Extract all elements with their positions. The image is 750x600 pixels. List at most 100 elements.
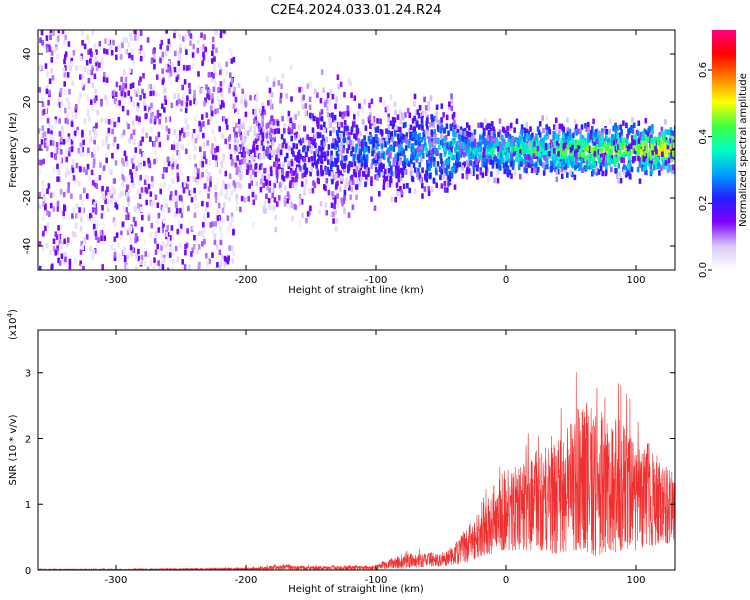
heatmap-cell (230, 160, 234, 167)
heatmap-cell (339, 81, 343, 88)
heatmap-cell (52, 137, 55, 143)
heatmap-cell (376, 153, 379, 160)
heatmap-cell (59, 149, 63, 155)
heatmap-cell (186, 184, 190, 190)
heatmap-cell (516, 152, 519, 158)
heatmap-cell (393, 158, 397, 164)
heatmap-cell (261, 114, 264, 121)
heatmap-cell (617, 144, 620, 150)
heatmap-cell (581, 151, 584, 158)
heatmap-cell (177, 98, 181, 105)
heatmap-cell (146, 175, 149, 182)
heatmap-cell (339, 170, 342, 176)
heatmap-cell (186, 124, 190, 130)
heatmap-cell (83, 118, 87, 124)
heatmap-cell (418, 132, 421, 139)
heatmap-cell (60, 253, 64, 259)
heatmap-cell (542, 170, 546, 176)
heatmap-cell (351, 179, 355, 185)
heatmap-cell (192, 176, 195, 182)
heatmap-cell (89, 246, 92, 252)
heatmap-cell (221, 100, 224, 106)
heatmap-cell (189, 40, 192, 46)
heatmap-cell (424, 173, 427, 180)
heatmap-cell (671, 156, 674, 163)
heatmap-cell (610, 135, 614, 142)
heatmap-cell (167, 60, 171, 66)
snr-background (38, 330, 675, 570)
heatmap-cell (644, 160, 648, 166)
heatmap-cell (350, 150, 353, 157)
heatmap-cell (454, 147, 457, 153)
heatmap-cell (243, 151, 246, 157)
heatmap-cell (530, 148, 534, 155)
heatmap-cell (642, 135, 645, 141)
heatmap-cell (67, 41, 71, 47)
heatmap-cell (445, 142, 449, 149)
heatmap-cell (519, 144, 523, 150)
heatmap-cell (518, 135, 522, 142)
heatmap-cell (420, 137, 423, 143)
heatmap-cell (641, 131, 644, 137)
heatmap-cell (96, 76, 100, 82)
heatmap-cell (623, 164, 626, 170)
heatmap-cell (304, 136, 308, 142)
heatmap-cell (90, 169, 94, 176)
heatmap-cell (254, 171, 257, 177)
heatmap-cell (160, 260, 164, 266)
heatmap-cell (190, 251, 193, 257)
heatmap-cell (289, 117, 292, 124)
heatmap-cell (291, 215, 294, 222)
heatmap-cell (111, 117, 115, 123)
heatmap-cell (50, 152, 54, 158)
heatmap-cell (150, 102, 153, 109)
heatmap-cell (166, 267, 170, 270)
heatmap-cell (491, 163, 495, 169)
heatmap-cell (107, 38, 110, 45)
heatmap-cell (429, 156, 433, 163)
heatmap-cell (138, 119, 141, 126)
heatmap-cell (517, 157, 520, 163)
heatmap-cell (336, 202, 340, 209)
heatmap-cell (273, 128, 277, 135)
heatmap-cell (244, 111, 248, 118)
heatmap-cell (212, 64, 216, 70)
colorbar: 0.00.20.40.6 Normalized spectral amplitu… (698, 30, 749, 278)
heatmap-cell (468, 140, 471, 146)
heatmap-cell (338, 137, 341, 143)
heatmap-cell (223, 262, 226, 268)
heatmap-cell (579, 129, 582, 135)
heatmap-cell (334, 144, 337, 150)
heatmap-cell (87, 147, 90, 153)
heatmap-cell (91, 254, 94, 261)
heatmap-cell (643, 141, 647, 147)
heatmap-cell (578, 140, 581, 146)
heatmap-cell (74, 232, 77, 238)
heatmap-cell (126, 253, 130, 259)
heatmap-cell (483, 155, 487, 161)
heatmap-cell (262, 145, 265, 151)
heatmap-cell (55, 249, 59, 255)
heatmap-cell (584, 145, 587, 152)
heatmap-cell (67, 182, 70, 188)
heatmap-cell (598, 145, 601, 152)
heatmap-cell (378, 162, 382, 169)
heatmap-cell (199, 88, 202, 94)
heatmap-cell (308, 188, 311, 194)
heatmap-cell (82, 84, 85, 91)
heatmap-cell (320, 69, 324, 75)
heatmap-cell (622, 120, 625, 126)
heatmap-cell (358, 162, 361, 169)
heatmap-cell (300, 86, 303, 92)
heatmap-cell (620, 157, 623, 163)
heatmap-cell (290, 160, 294, 167)
heatmap-cell (101, 185, 104, 192)
heatmap-cell (137, 30, 141, 34)
heatmap-cell (229, 221, 232, 228)
heatmap-cell (597, 141, 600, 147)
heatmap-cell (91, 30, 95, 35)
heatmap-cell (109, 44, 112, 50)
heatmap-cell (196, 179, 199, 185)
heatmap-cell (501, 143, 505, 149)
heatmap-cell (333, 203, 336, 210)
